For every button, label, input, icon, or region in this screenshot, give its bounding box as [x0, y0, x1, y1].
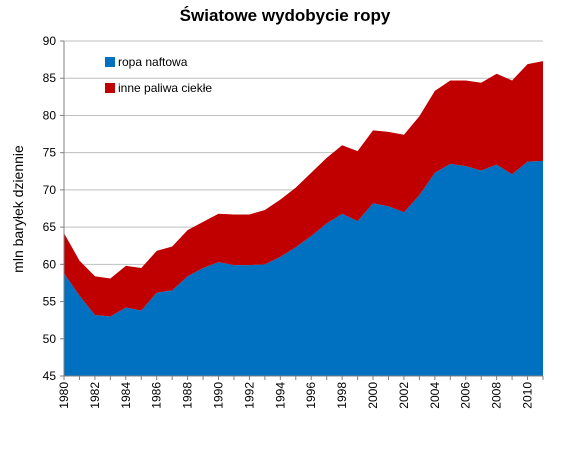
x-tick-label: 2002 — [397, 382, 411, 409]
y-tick-label: 60 — [43, 257, 57, 271]
legend-swatch — [105, 57, 115, 67]
x-tick-label: 1994 — [273, 382, 287, 409]
y-tick-label: 50 — [43, 332, 57, 346]
x-tick-label: 1996 — [304, 382, 318, 409]
y-axis-title: mln baryłek dziennie — [10, 145, 26, 273]
area-series — [64, 61, 543, 376]
x-tick-label: 2006 — [459, 382, 473, 409]
x-tick-label: 2010 — [521, 382, 535, 409]
x-tick-label: 1998 — [335, 382, 349, 409]
y-tick-label: 70 — [43, 183, 57, 197]
axes: 45 50 55 60 65 70 75 80 85 90 1980 1982 1984 1986 1988… — [43, 34, 544, 409]
x-tick-label: 1988 — [181, 382, 195, 409]
y-tick-label: 65 — [43, 220, 57, 234]
legend-label: inne paliwa ciekłe — [118, 81, 212, 95]
y-tick-label: 55 — [43, 295, 57, 309]
legend-swatch — [105, 83, 115, 93]
x-tick-label: 1980 — [57, 382, 71, 409]
x-tick-label: 1982 — [88, 382, 102, 409]
x-tick-label: 2000 — [366, 382, 380, 409]
y-tick-label: 45 — [43, 369, 57, 383]
legend-label: ropa naftowa — [118, 55, 188, 69]
x-tick-label: 2004 — [428, 382, 442, 409]
y-tick-label: 90 — [43, 34, 57, 48]
legend: ropa naftowa inne paliwa ciekłe — [105, 55, 212, 95]
x-tick-label: 1990 — [212, 382, 226, 409]
chart-title: Światowe wydobycie ropy — [179, 6, 391, 25]
x-tick-label: 1986 — [150, 382, 164, 409]
y-tick-label: 75 — [43, 146, 57, 160]
x-tick-label: 1992 — [242, 382, 256, 409]
x-tick-label: 1984 — [119, 382, 133, 409]
x-tick-label: 2008 — [490, 382, 504, 409]
y-tick-label: 85 — [43, 71, 57, 85]
y-tick-label: 80 — [43, 108, 57, 122]
area-ropa-naftowa — [64, 160, 543, 376]
area-inne-paliwa-ciekle — [64, 61, 543, 317]
